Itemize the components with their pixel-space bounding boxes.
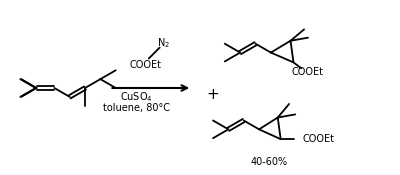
Text: CuSO$_4$: CuSO$_4$ xyxy=(120,90,152,104)
Text: toluene, 80°C: toluene, 80°C xyxy=(102,103,170,113)
Text: +: + xyxy=(206,87,219,102)
Text: COOEt: COOEt xyxy=(130,60,162,70)
Text: COOEt: COOEt xyxy=(302,134,334,144)
Text: COOEt: COOEt xyxy=(291,67,323,77)
Text: N$_2$: N$_2$ xyxy=(157,36,170,50)
Text: 40-60%: 40-60% xyxy=(250,157,288,167)
